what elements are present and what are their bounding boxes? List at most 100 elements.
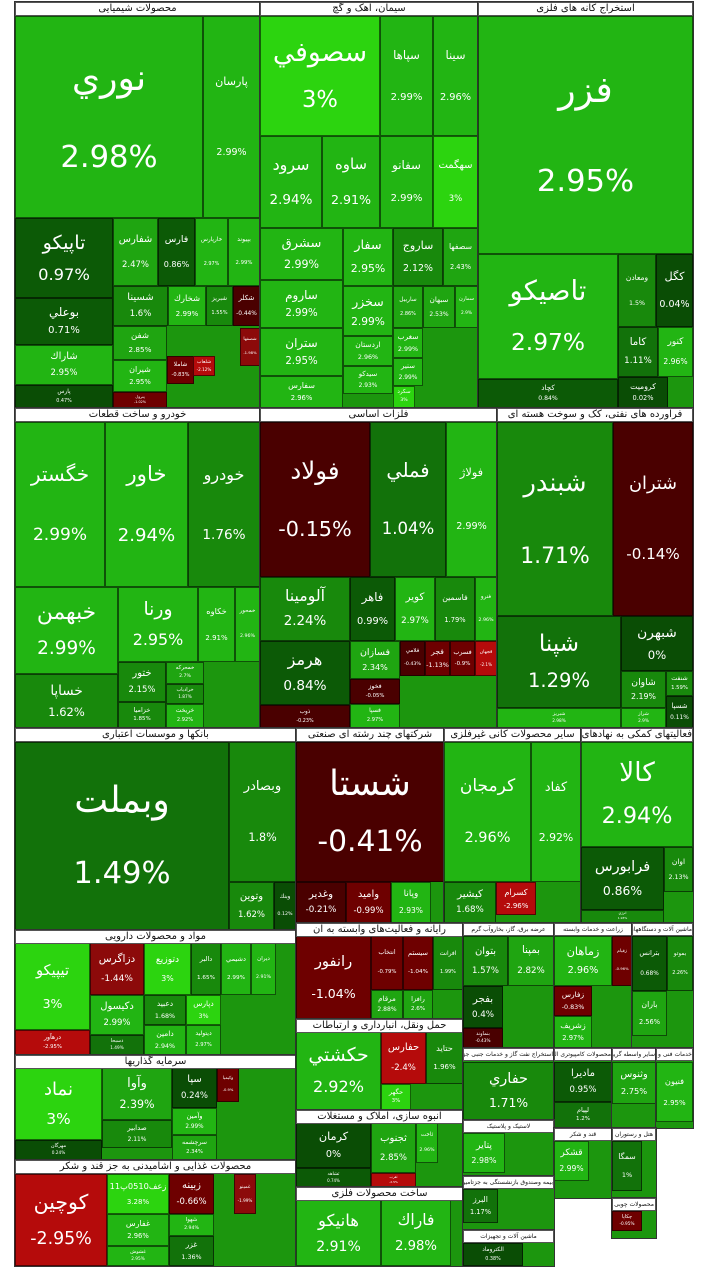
stock-tile[interactable]: بمپنا 2.82%	[508, 936, 554, 986]
stock-tile[interactable]: اوان 2.13%	[664, 847, 693, 892]
stock-tile[interactable]: كرمان 0%	[296, 1123, 371, 1168]
stock-tile[interactable]: وتوين 1.62%	[229, 882, 274, 930]
stock-tile[interactable]: انتخاب -0.79%	[371, 936, 403, 990]
stock-tile[interactable]: پترول -1.02%	[113, 392, 167, 408]
stock-tile[interactable]: ختور 2.15%	[118, 662, 166, 702]
stock-tile[interactable]: پتاير 2.98%	[463, 1133, 505, 1173]
stock-tile[interactable]: ستران 2.95%	[260, 328, 343, 376]
stock-tile[interactable]: ثاخت 2.96%	[416, 1123, 438, 1163]
stock-tile[interactable]: فجهان -2.1%	[475, 641, 497, 676]
stock-tile[interactable]: خودرو 1.76%	[188, 422, 260, 587]
stock-tile[interactable]: شبريز 1.55%	[206, 286, 233, 326]
stock-tile[interactable]: خاور 2.94%	[105, 422, 188, 587]
stock-tile[interactable]: دپارس 3%	[186, 995, 221, 1025]
stock-tile[interactable]: صدابير 2.11%	[102, 1120, 172, 1148]
stock-tile[interactable]: سيدكو 2.93%	[343, 366, 393, 394]
stock-tile[interactable]: فاهر 0.99%	[350, 577, 395, 641]
stock-tile[interactable]: شيران 2.95%	[113, 360, 167, 392]
stock-tile[interactable]: ثشاهد 0.74%	[296, 1168, 371, 1187]
stock-tile[interactable]: رافزا 2.6%	[403, 990, 433, 1019]
stock-tile[interactable]: شبندر 1.71%	[497, 422, 613, 616]
stock-tile[interactable]: سخزر 2.99%	[343, 286, 393, 336]
stock-tile[interactable]: رانفور -1.04%	[296, 936, 371, 1019]
stock-tile[interactable]: دعبيد 1.68%	[144, 995, 186, 1025]
stock-tile[interactable]: فولاد -0.15%	[260, 422, 370, 577]
stock-tile[interactable]: انرژي 1.93%	[581, 910, 664, 923]
stock-tile[interactable]: ورنا 2.95%	[118, 587, 198, 662]
stock-tile[interactable]: سهگمت 3%	[433, 136, 478, 228]
stock-tile[interactable]: شفن 2.85%	[113, 326, 167, 360]
stock-tile[interactable]: حفاري 1.71%	[463, 1062, 554, 1120]
stock-tile[interactable]: هرمز 0.84%	[260, 641, 350, 705]
stock-tile[interactable]: كسرام -2.96%	[496, 882, 536, 915]
stock-tile[interactable]: فزر 2.95%	[478, 16, 693, 254]
stock-tile[interactable]: الكتروماد 0.38%	[463, 1243, 523, 1266]
stock-tile[interactable]: فسرب -0.9%	[450, 641, 475, 676]
stock-tile[interactable]: خبهمن 2.99%	[15, 587, 118, 674]
stock-tile[interactable]: بپيوند 2.99%	[228, 218, 260, 286]
stock-tile[interactable]: شلعاب -2.12%	[193, 356, 215, 376]
stock-tile[interactable]: خمحركه 2.7%	[166, 662, 204, 684]
stock-tile[interactable]: زبينه -0.66%	[169, 1174, 214, 1214]
stock-tile[interactable]: ساوه 2.91%	[322, 136, 380, 228]
stock-tile[interactable]: حفارس -2.4%	[381, 1032, 426, 1084]
stock-tile[interactable]: فسازان 2.34%	[350, 641, 400, 679]
stock-tile[interactable]: كفاد 2.92%	[531, 742, 581, 882]
stock-tile[interactable]: فجر -1.13%	[425, 641, 450, 676]
stock-tile[interactable]: سرچشمه 2.34%	[172, 1135, 217, 1160]
stock-tile[interactable]: مرقام 2.88%	[371, 990, 403, 1019]
stock-tile[interactable]: ساروم 2.99%	[260, 280, 343, 328]
stock-tile[interactable]: نوري 2.98%	[15, 16, 203, 218]
stock-tile[interactable]: البرز 1.17%	[463, 1189, 498, 1223]
stock-tile[interactable]: شاراك 2.95%	[15, 345, 113, 385]
stock-tile[interactable]: خساپا 1.62%	[15, 674, 118, 728]
stock-tile[interactable]: پارسان 2.99%	[203, 16, 260, 218]
stock-tile[interactable]: شسپا 0.11%	[666, 696, 693, 728]
stock-tile[interactable]: فخوز -0.05%	[350, 679, 400, 704]
stock-tile[interactable]: دسبحا 1.49%	[90, 1035, 144, 1055]
stock-tile[interactable]: شكلر -0.44%	[233, 286, 260, 326]
stock-tile[interactable]: خزاميا 1.85%	[118, 702, 166, 728]
stock-tile[interactable]: ساربيل 2.86%	[393, 286, 423, 328]
stock-tile[interactable]: سنير 2.99%	[393, 358, 423, 386]
stock-tile[interactable]: زشريف 2.97%	[554, 1016, 592, 1048]
stock-tile[interactable]: ساروج 2.12%	[393, 228, 443, 286]
stock-tile[interactable]: فولاژ 2.99%	[446, 422, 497, 577]
stock-tile[interactable]: خريخت 2.92%	[166, 704, 204, 728]
stock-tile[interactable]: فلامي -0.43%	[400, 641, 425, 676]
stock-tile[interactable]: غشوش 2.95%	[107, 1246, 169, 1266]
stock-tile[interactable]: زقيام -0.96%	[612, 936, 632, 986]
stock-tile[interactable]: قشكر 2.99%	[554, 1141, 589, 1181]
stock-tile[interactable]: شصفها -1.98%	[240, 328, 260, 366]
stock-tile[interactable]: وكيميا -0.9%	[217, 1068, 239, 1102]
stock-tile[interactable]: شسينا 1.6%	[113, 286, 168, 326]
stock-tile[interactable]: سينا 2.96%	[433, 16, 478, 136]
stock-tile[interactable]: كوير 2.97%	[395, 577, 435, 641]
stock-tile[interactable]: پارس 0.47%	[15, 385, 113, 408]
stock-tile[interactable]: وآوا 2.39%	[102, 1068, 172, 1120]
stock-tile[interactable]: شفارس 2.47%	[113, 218, 158, 286]
stock-tile[interactable]: ديران 2.91%	[251, 943, 276, 995]
stock-tile[interactable]: سپاها 2.99%	[380, 16, 433, 136]
stock-tile[interactable]: بترانس 0.68%	[632, 936, 667, 991]
stock-tile[interactable]: زفارس -0.83%	[554, 986, 592, 1016]
stock-tile[interactable]: شخارك 2.99%	[168, 286, 206, 326]
stock-tile[interactable]: زعف0510پ11 3.28%	[107, 1174, 169, 1214]
stock-tile[interactable]: كيشير 1.68%	[444, 882, 496, 923]
stock-tile[interactable]: واميد -0.99%	[346, 882, 391, 923]
stock-tile[interactable]: افرانت 1.99%	[433, 936, 463, 990]
stock-tile[interactable]: وثنوس 2.75%	[612, 1062, 656, 1104]
stock-tile[interactable]: سفانو 2.99%	[380, 136, 433, 228]
stock-tile[interactable]: بتوان 1.57%	[463, 936, 508, 986]
stock-tile[interactable]: وپانا 2.93%	[391, 882, 431, 923]
stock-tile[interactable]: خرادياب 1.87%	[166, 684, 204, 704]
stock-tile[interactable]: فرابورس 0.86%	[581, 847, 664, 910]
stock-tile[interactable]: آلومينا 2.24%	[260, 577, 350, 641]
stock-tile[interactable]: شبهرن 0%	[621, 616, 693, 671]
stock-tile[interactable]: سصفها 2.43%	[443, 228, 478, 286]
stock-tile[interactable]: حگهر 3%	[381, 1084, 411, 1110]
stock-tile[interactable]: تاصيكو 2.97%	[478, 254, 618, 379]
stock-tile[interactable]: حكشتي 2.92%	[296, 1032, 381, 1110]
stock-tile[interactable]: غزر 1.36%	[169, 1236, 214, 1266]
stock-tile[interactable]: فملي 1.04%	[370, 422, 446, 577]
